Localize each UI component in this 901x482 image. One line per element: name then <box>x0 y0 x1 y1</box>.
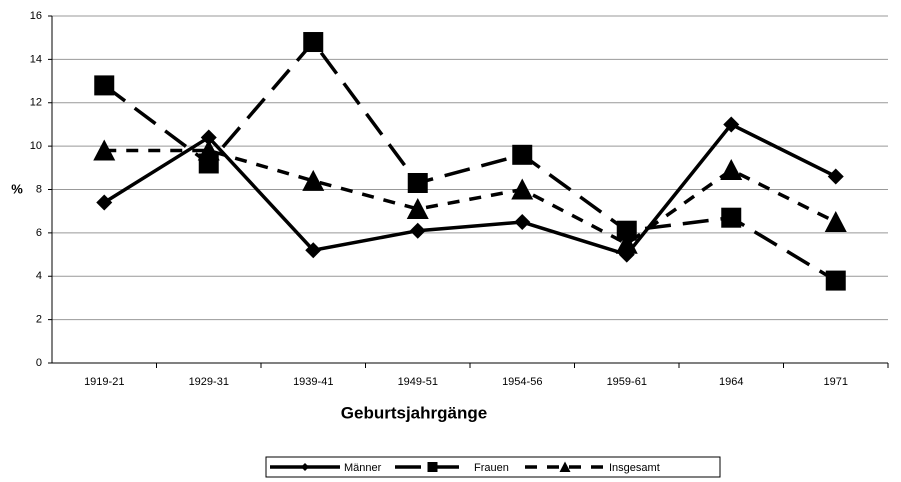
marker <box>721 207 742 228</box>
y-tick-label: 4 <box>36 270 42 282</box>
marker <box>301 463 309 471</box>
x-tick-label: 1939-41 <box>293 376 333 388</box>
series-line <box>103 122 837 257</box>
marker <box>514 214 531 231</box>
legend-label: Insgesamt <box>609 462 660 474</box>
marker <box>824 211 847 233</box>
x-tick-label: 1964 <box>719 376 743 388</box>
marker <box>720 158 743 180</box>
series-line <box>104 148 837 246</box>
marker <box>94 75 115 96</box>
y-tick-label: 2 <box>36 314 42 326</box>
x-tick-label: 1971 <box>824 376 848 388</box>
marker <box>302 169 325 191</box>
x-tick-label: 1919-21 <box>84 376 124 388</box>
marker <box>559 461 571 472</box>
marker <box>511 178 534 200</box>
y-tick-label: 10 <box>30 140 42 152</box>
marker <box>723 116 740 133</box>
x-tick-label: 1959-61 <box>607 376 647 388</box>
marker <box>827 168 844 185</box>
x-tick-label: 1929-31 <box>189 376 229 388</box>
legend-label: Frauen <box>474 462 509 474</box>
series-line <box>103 39 837 283</box>
y-tick-label: 0 <box>36 357 42 369</box>
marker <box>200 129 217 146</box>
marker <box>197 139 220 161</box>
x-tick-label: 1949-51 <box>398 376 438 388</box>
legend-box <box>265 456 721 478</box>
marker <box>303 32 324 53</box>
y-axis-label: % <box>11 181 23 196</box>
marker <box>616 220 637 241</box>
y-tick-label: 8 <box>36 183 42 195</box>
marker <box>93 139 116 161</box>
legend-label: Männer <box>344 462 382 474</box>
marker <box>406 198 429 220</box>
marker <box>615 232 638 254</box>
marker <box>96 194 113 211</box>
y-tick-label: 6 <box>36 227 42 239</box>
marker <box>427 462 438 472</box>
y-tick-label: 16 <box>30 10 42 22</box>
marker <box>825 270 846 291</box>
marker <box>512 144 533 165</box>
marker <box>407 172 428 193</box>
x-axis-label: Geburtsjahrgänge <box>341 403 487 422</box>
marker <box>305 242 322 259</box>
y-tick-label: 12 <box>30 97 42 109</box>
y-tick-label: 14 <box>30 53 42 65</box>
x-tick-label: 1954-56 <box>502 376 542 388</box>
marker <box>409 222 426 239</box>
